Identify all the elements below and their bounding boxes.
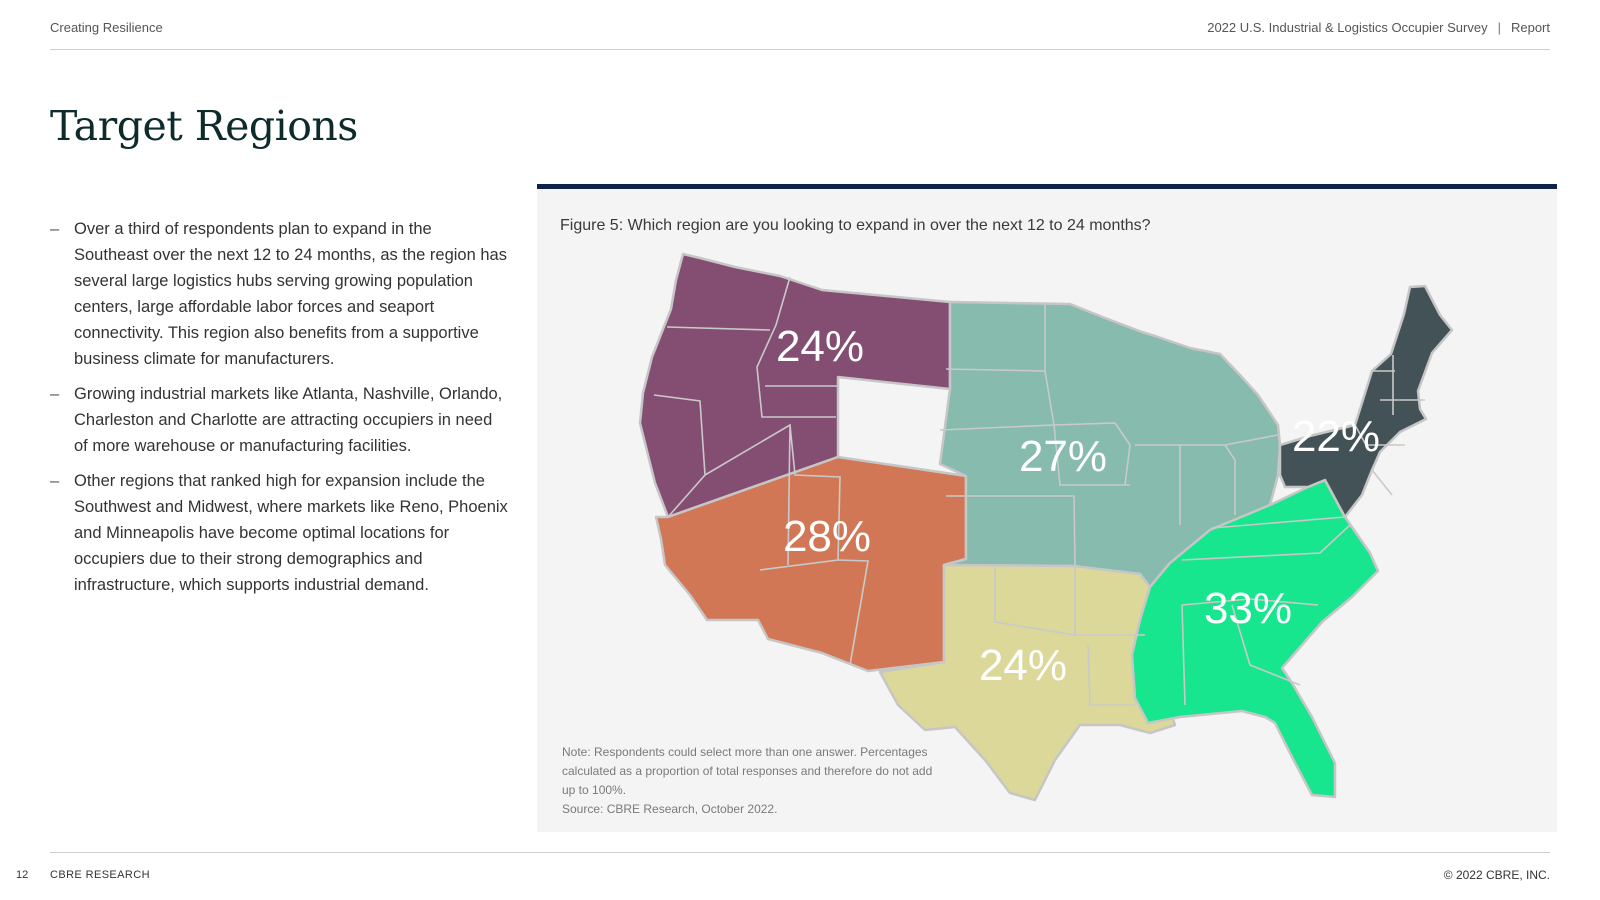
region-label-northwest: 24% (776, 322, 864, 371)
figure-source: Source: CBRE Research, October 2022. (562, 802, 778, 816)
page-number: 12 (16, 869, 29, 881)
bullet-list: – Over a third of respondents plan to exp… (50, 216, 510, 607)
bullet-item: – Other regions that ranked high for expa… (50, 468, 510, 598)
header-publication-title: 2022 U.S. Industrial & Logistics Occupie… (1207, 20, 1488, 35)
region-label-midwest: 27% (1019, 432, 1107, 481)
region-label-southeast: 33% (1204, 584, 1292, 633)
bullet-dash: – (50, 472, 60, 490)
header-divider (50, 49, 1550, 50)
bullet-item: – Over a third of respondents plan to exp… (50, 216, 510, 372)
bullet-dash: – (50, 385, 60, 403)
region-label-south-central: 24% (979, 641, 1067, 690)
state-borders (653, 276, 1425, 706)
region-northeast (1278, 284, 1454, 519)
bullet-item: – Growing industrial markets like Atlanta… (50, 381, 510, 459)
header-publication: 2022 U.S. Industrial & Logistics Occupie… (1207, 20, 1550, 35)
header-section-title: Creating Resilience (50, 20, 163, 35)
region-midwest (938, 300, 1282, 589)
bullet-text: Other regions that ranked high for expan… (74, 472, 508, 594)
figure-panel: Figure 5: Which region are you looking t… (537, 184, 1557, 832)
bullet-text: Growing industrial markets like Atlanta,… (74, 385, 503, 455)
region-label-southwest: 28% (783, 512, 871, 561)
footer-divider (50, 852, 1550, 853)
copyright: © 2022 CBRE, INC. (1443, 868, 1550, 882)
page-title: Target Regions (50, 102, 358, 150)
figure-note: Note: Respondents could select more than… (562, 745, 933, 797)
header-separator: | (1497, 20, 1501, 35)
footer-brand: CBRE RESEARCH (50, 869, 150, 881)
figure-caption: Figure 5: Which region are you looking t… (560, 217, 1151, 234)
header-doc-type: Report (1510, 20, 1550, 35)
bullet-dash: – (50, 220, 60, 238)
bullet-text: Over a third of respondents plan to expa… (74, 220, 507, 368)
region-label-northeast: 22% (1292, 412, 1380, 461)
us-region-map: 24% 28% 27% 24% 33% 22% (638, 252, 1454, 802)
